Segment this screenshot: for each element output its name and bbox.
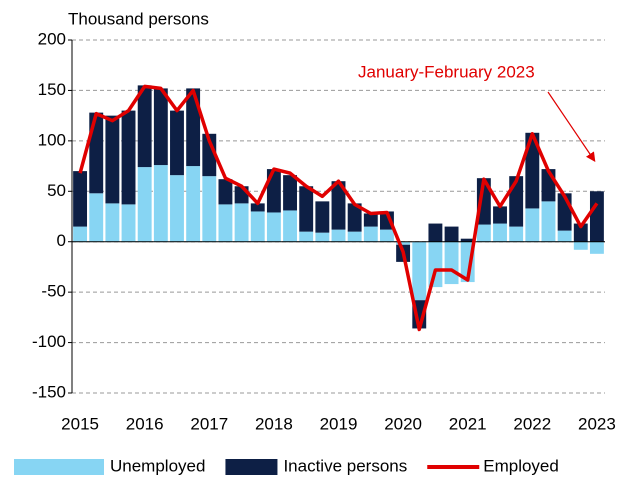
- annotation-arrow: [547, 91, 596, 162]
- bar: [153, 88, 168, 166]
- bar: [476, 224, 491, 242]
- bar: [331, 181, 346, 230]
- x-tick-label: 2018: [255, 414, 293, 433]
- bar: [89, 112, 104, 194]
- bar: [218, 204, 233, 242]
- line: [78, 84, 599, 332]
- bar: [363, 226, 378, 242]
- bar: [234, 203, 249, 242]
- bar: [444, 226, 459, 242]
- bar: [121, 204, 136, 242]
- bar: [153, 165, 168, 242]
- bar: [589, 241, 604, 254]
- bar: [347, 203, 362, 232]
- bar: [380, 229, 394, 242]
- bar: [412, 241, 427, 301]
- bar: [396, 241, 411, 245]
- bar: [283, 210, 297, 242]
- y-tick-label: -100: [32, 332, 66, 351]
- bar: [315, 201, 330, 233]
- legend-label: Inactive persons: [283, 456, 407, 475]
- y-axis-label: Thousand persons: [68, 9, 209, 28]
- x-tick-label: 2015: [61, 414, 99, 433]
- bar: [331, 229, 346, 242]
- bar: [283, 175, 297, 211]
- bar: [73, 171, 88, 227]
- x-tick-label: 2019: [320, 414, 358, 433]
- legend-swatch: [225, 459, 278, 475]
- bar: [493, 206, 507, 224]
- bar: [234, 186, 249, 204]
- bar: [250, 211, 265, 242]
- bar: [186, 166, 201, 242]
- bar: [573, 241, 588, 250]
- bar: [363, 213, 378, 227]
- bar: [444, 241, 459, 285]
- bar: [73, 226, 88, 242]
- bar: [186, 88, 201, 167]
- bar: [315, 232, 330, 242]
- bar: [137, 167, 152, 242]
- bar: [428, 223, 443, 242]
- y-tick-label: 0: [57, 231, 66, 250]
- bar: [557, 230, 572, 242]
- x-tick-label: 2022: [513, 414, 551, 433]
- bar: [525, 208, 540, 242]
- bar: [266, 212, 281, 242]
- bar: [493, 223, 507, 242]
- bar: [250, 203, 265, 212]
- legend-label: Unemployed: [110, 456, 205, 475]
- bar: [509, 226, 524, 242]
- bar: [525, 132, 540, 209]
- x-tick-label: 2017: [190, 414, 228, 433]
- bar: [202, 133, 217, 177]
- bar: [573, 223, 588, 242]
- y-tick-label: 100: [38, 130, 66, 149]
- bar: [170, 110, 184, 176]
- bar: [202, 176, 217, 242]
- bar: [347, 231, 362, 242]
- bar: [428, 241, 443, 288]
- y-tick-label: 150: [38, 80, 66, 99]
- annotation: January-February 2023: [358, 62, 535, 81]
- bar: [541, 201, 556, 242]
- y-tick-label: -150: [32, 382, 66, 401]
- x-tick-label: 2016: [126, 414, 164, 433]
- bar: [121, 110, 136, 205]
- x-tick-label: 2021: [449, 414, 487, 433]
- bar: [299, 231, 314, 242]
- bar: [89, 193, 104, 242]
- y-tick-label: 50: [47, 181, 66, 200]
- x-tick-label: 2020: [384, 414, 422, 433]
- bar: [105, 115, 120, 204]
- legend-swatch: [14, 459, 104, 475]
- bar: [299, 186, 314, 232]
- bar: [218, 179, 233, 205]
- bar: [460, 238, 475, 242]
- bar: [476, 178, 491, 225]
- bar: [137, 85, 152, 168]
- y-tick-label: 200: [38, 29, 66, 48]
- bar: [105, 203, 120, 242]
- bar: [589, 191, 604, 242]
- x-tick-label: 2023: [578, 414, 616, 433]
- bar: [170, 175, 184, 242]
- y-tick-label: -50: [41, 282, 66, 301]
- legend-label: Employed: [483, 456, 559, 475]
